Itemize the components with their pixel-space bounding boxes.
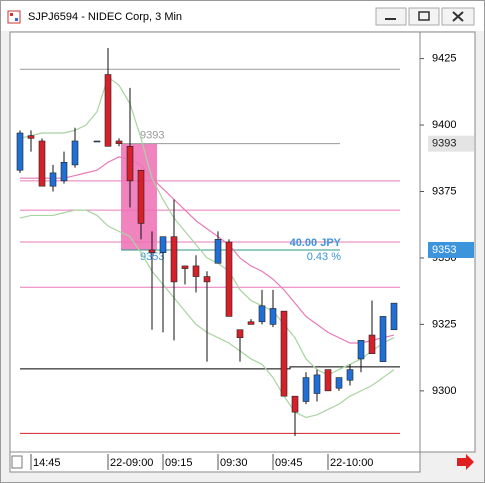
icon bbox=[418, 11, 430, 21]
price-label: 9393 bbox=[432, 138, 456, 150]
candle-body bbox=[390, 302, 398, 331]
time-axis bbox=[9, 451, 421, 473]
candle-body bbox=[115, 140, 123, 144]
indicator-line bbox=[20, 156, 395, 344]
price-label-box bbox=[428, 241, 474, 258]
candle-body bbox=[203, 276, 211, 283]
candle-body bbox=[258, 305, 266, 323]
candle-body bbox=[324, 369, 332, 392]
button-box[interactable] bbox=[375, 7, 407, 26]
x-tick-label: 22-09:00 bbox=[110, 457, 153, 469]
candle-body bbox=[60, 161, 68, 182]
candle-body bbox=[280, 310, 288, 397]
candle-body bbox=[214, 239, 222, 264]
candle-body bbox=[104, 74, 112, 147]
candle-body bbox=[49, 172, 57, 187]
candle-body bbox=[16, 132, 24, 171]
candle-body bbox=[302, 377, 310, 402]
app-icon bbox=[7, 10, 21, 24]
candle-body bbox=[368, 334, 376, 354]
candle-body bbox=[192, 265, 200, 277]
price-label-box bbox=[428, 135, 474, 152]
candle-body bbox=[357, 340, 365, 360]
plot: 93009325935093759400942514:4522-09:0009:… bbox=[16, 47, 474, 470]
window-title: SJPJ6594 - NIDEC Corp, 3 Min bbox=[28, 11, 182, 23]
x-tick-label: 14:45 bbox=[33, 457, 61, 469]
candle-body bbox=[269, 308, 277, 325]
close-button[interactable] bbox=[441, 7, 475, 26]
scroll-arrow[interactable] bbox=[457, 454, 474, 470]
y-tick-label: 9400 bbox=[432, 119, 456, 131]
candle-body bbox=[335, 377, 343, 389]
y-tick-label: 9425 bbox=[432, 52, 456, 64]
x-tick-label: 09:30 bbox=[220, 457, 248, 469]
candle-body bbox=[93, 140, 101, 143]
y-tick-label: 9300 bbox=[432, 385, 456, 397]
measure-percent: 0.43 % bbox=[307, 251, 341, 263]
candle-body bbox=[236, 329, 244, 338]
candle-body bbox=[225, 241, 233, 317]
app-icon-dot bbox=[10, 13, 13, 16]
candle-body bbox=[247, 321, 255, 325]
candle-body bbox=[170, 236, 178, 283]
x-tick-label: 22-10:00 bbox=[330, 457, 373, 469]
measure-change: 40.00 JPY bbox=[290, 237, 342, 249]
candle-body bbox=[181, 265, 189, 269]
candle-body bbox=[159, 236, 167, 253]
x-tick-label: 09:45 bbox=[275, 457, 303, 469]
candle-body bbox=[126, 146, 134, 182]
x-tick-label: 09:15 bbox=[165, 457, 193, 469]
candle-body bbox=[379, 316, 387, 362]
candle-body bbox=[346, 369, 354, 381]
candle-body bbox=[137, 169, 145, 224]
button-box[interactable] bbox=[408, 7, 440, 26]
candle-body bbox=[38, 140, 46, 187]
corner-button[interactable] bbox=[11, 455, 23, 469]
price-label: 9353 bbox=[432, 244, 456, 256]
candle-body bbox=[291, 395, 299, 413]
y-tick-label: 9375 bbox=[432, 185, 456, 197]
icon bbox=[452, 11, 464, 22]
candle-body bbox=[27, 135, 35, 139]
app-icon-dot bbox=[15, 18, 18, 21]
minimize-button[interactable] bbox=[375, 7, 407, 26]
candle-body bbox=[313, 374, 321, 394]
y-tick-label: 9325 bbox=[432, 318, 456, 330]
candle-body bbox=[148, 249, 156, 253]
indicator-line bbox=[19, 76, 395, 376]
maximize-button[interactable] bbox=[408, 7, 440, 26]
measure-from-label: 9393 bbox=[140, 130, 164, 142]
candle-body bbox=[71, 140, 79, 166]
